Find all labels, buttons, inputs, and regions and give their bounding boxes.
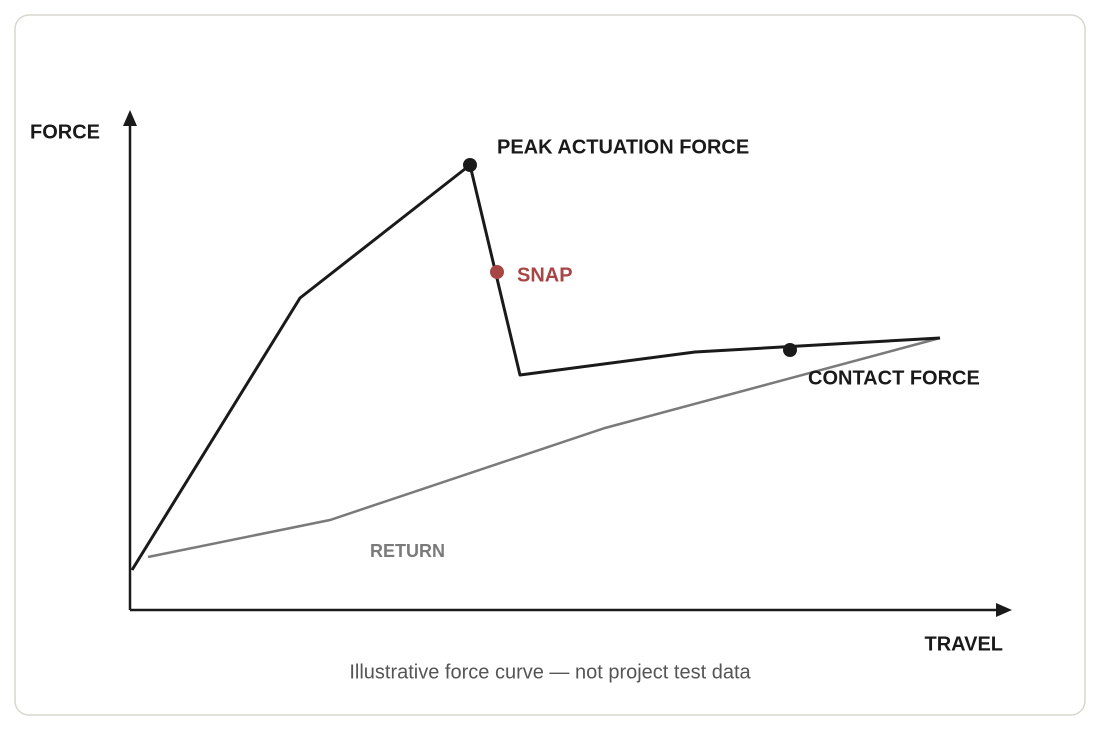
snap-point bbox=[490, 265, 504, 279]
contact-point bbox=[783, 343, 797, 357]
x-axis-arrow bbox=[996, 603, 1012, 617]
y-axis-arrow bbox=[123, 110, 137, 126]
card bbox=[14, 14, 1086, 716]
peak-label: PEAK ACTUATION FORCE bbox=[497, 136, 749, 158]
return-curve bbox=[147, 336, 941, 559]
peak-point bbox=[463, 158, 477, 172]
snap-label: SNAP bbox=[517, 264, 573, 286]
caption: Illustrative force curve — not project t… bbox=[349, 661, 751, 683]
x-axis-label: TRAVEL bbox=[924, 633, 1003, 655]
contact-label: CONTACT FORCE bbox=[808, 367, 980, 389]
return-label: RETURN bbox=[370, 541, 445, 561]
y-axis-label: FORCE bbox=[30, 121, 100, 143]
